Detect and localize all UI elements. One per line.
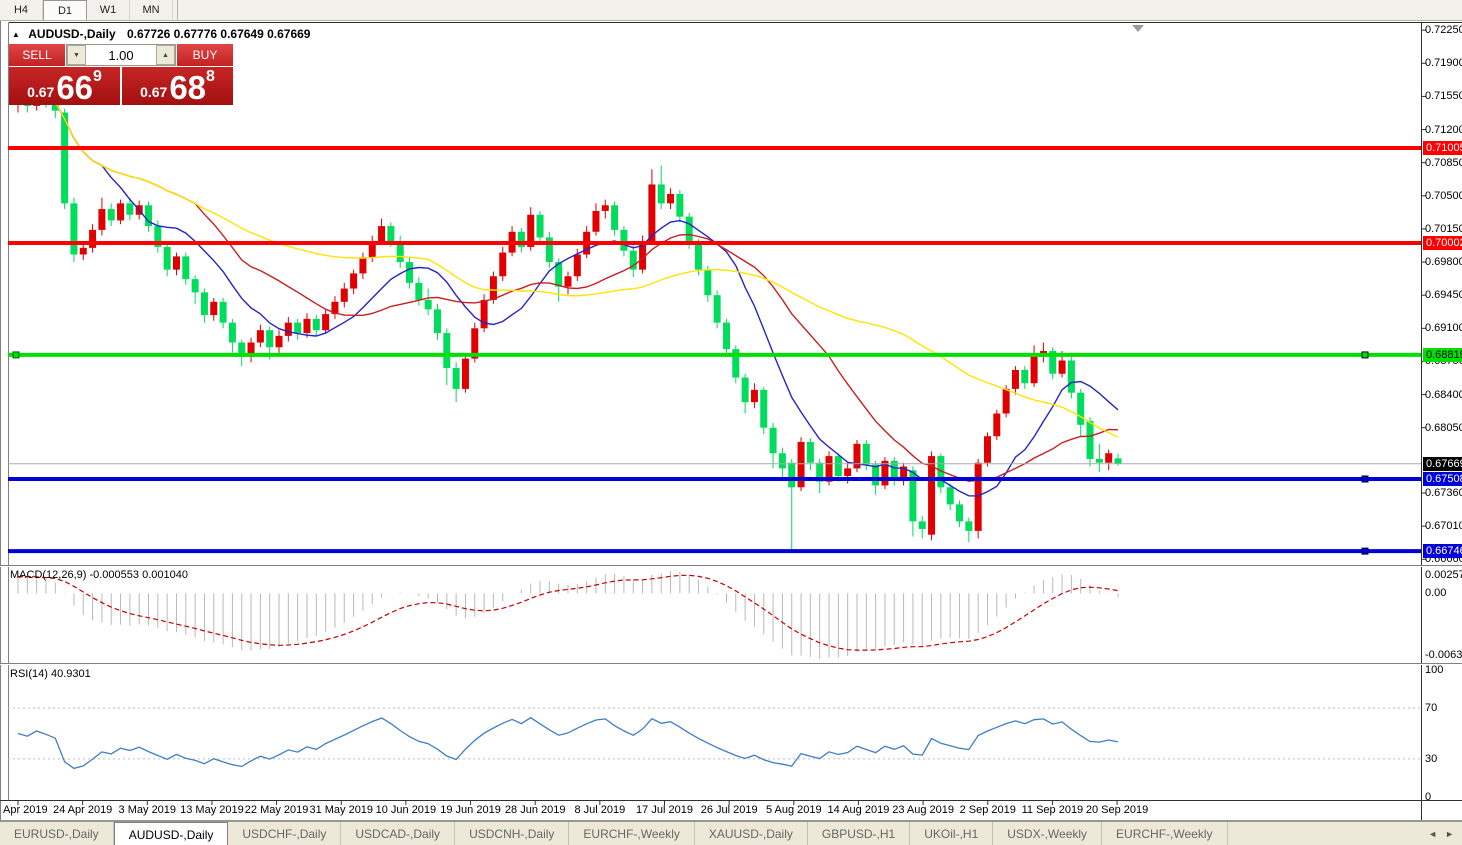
tab-eurchf-weekly[interactable]: EURCHF-,Weekly [569, 822, 695, 845]
price-label-chip-0.67508: 0.67508 [1423, 472, 1462, 486]
one-click-trading-widget: SELL ▼ ▲ BUY 0.67 66 9 0.67 68 8 [9, 44, 233, 105]
buy-price-panel[interactable]: 0.67 68 8 [122, 67, 233, 105]
x-axis-label: 20 Sep 2019 [1085, 804, 1149, 816]
chart-symbol: AUDUSD-,Daily [28, 27, 116, 41]
rsi-indicator-label: RSI(14) 40.9301 [10, 668, 91, 680]
rsi-axis-30: 30 [1425, 752, 1438, 765]
rsi-line [17, 716, 1119, 770]
price-label-chip-0.66746: 0.66746 [1423, 544, 1462, 559]
price-axis-tick: 0.67010 [1425, 520, 1462, 533]
price-axis-tick: 0.72250 [1425, 24, 1462, 37]
timeframe-toolbar: H4 D1 W1 MN [0, 0, 1462, 21]
price-axis-tick: 0.70500 [1425, 189, 1462, 202]
macd-signal-line [18, 574, 1119, 651]
price-axis-tick: 0.70850 [1425, 156, 1462, 169]
price-axis-tick: 0.69800 [1425, 256, 1462, 269]
x-axis-label: 11 Sep 2019 [1021, 804, 1084, 816]
buy-price-base: 0.67 [140, 84, 168, 100]
x-axis-label: 22 May 2019 [244, 804, 309, 816]
price-axis-tick: 0.69450 [1425, 289, 1462, 302]
x-axis-label: 8 Jul 2019 [574, 804, 626, 816]
x-axis-label: 14 Aug 2019 [827, 804, 890, 816]
tab-audusd-daily[interactable]: AUDUSD-,Daily [113, 822, 229, 845]
tab-scroll-right-icon[interactable]: ► [1445, 829, 1454, 839]
volume-increase-icon[interactable]: ▲ [156, 45, 175, 65]
volume-decrease-icon[interactable]: ▼ [67, 45, 86, 65]
chart-ohlc-values: 0.67726 0.67776 0.67649 0.67669 [126, 27, 311, 41]
price-axis-tick: 0.71900 [1425, 57, 1462, 70]
current-price-chip: 0.67669 [1423, 456, 1462, 471]
timeframe-button-w1[interactable]: W1 [87, 0, 130, 20]
tab-eurusd-daily[interactable]: EURUSD-,Daily [0, 822, 114, 845]
x-axis-label: 23 Aug 2019 [892, 804, 954, 816]
macd-axis-min: -0.006326 [1425, 649, 1462, 661]
x-axis-label: 14 Apr 2019 [0, 804, 48, 816]
macd-axis-zero: 0.00 [1425, 587, 1447, 600]
sell-price-base: 0.67 [27, 84, 55, 100]
moving-average-45 [17, 98, 1119, 438]
sell-button[interactable]: SELL [9, 44, 65, 66]
price-axis-tick: 0.71550 [1425, 90, 1462, 103]
macd-axis-max: 0.002574 [1425, 569, 1462, 581]
tab-usdcnh-daily[interactable]: USDCNH-,Daily [455, 822, 570, 845]
x-axis-label: 31 May 2019 [309, 804, 374, 816]
tab-xauusd-daily[interactable]: XAUUSD-,Daily [695, 822, 808, 845]
price-axis-tick: 0.71200 [1425, 123, 1462, 136]
x-axis-label: 2 Sep 2019 [959, 804, 1016, 816]
tab-gbpusd-h1[interactable]: GBPUSD-,H1 [808, 822, 911, 845]
timeframe-button-mn[interactable]: MN [130, 0, 173, 20]
x-axis-label: 28 Jun 2019 [504, 804, 566, 816]
tab-ukoil-h1[interactable]: UKOil-,H1 [910, 822, 994, 845]
x-axis-label: 17 Jul 2019 [636, 804, 693, 816]
price-axis-tick: 0.70150 [1425, 222, 1462, 235]
x-axis-label: 24 Apr 2019 [52, 804, 113, 816]
buy-price-sup: 8 [206, 68, 215, 85]
sell-price-sup: 9 [93, 68, 102, 85]
rsi-axis-70: 70 [1425, 702, 1438, 715]
symbol-tab-bar: EURUSD-,Daily AUDUSD-,Daily USDCHF-,Daily U… [0, 821, 1462, 845]
buy-price-big: 68 [169, 68, 207, 106]
x-axis-label: 19 Jun 2019 [440, 804, 501, 816]
x-axis-label: 3 May 2019 [118, 804, 177, 816]
buy-button[interactable]: BUY [177, 44, 233, 66]
price-label-chip-0.70002: 0.70002 [1423, 235, 1462, 250]
price-axis-tick: 0.67360 [1425, 487, 1462, 499]
tab-eurchf-weekly[interactable]: EURCHF-,Weekly [1102, 822, 1228, 845]
price-label-chip-0.68819: 0.68819 [1423, 347, 1462, 362]
toolbar-divider [177, 0, 178, 20]
price-label-chip-0.71005: 0.71005 [1423, 141, 1462, 155]
tab-nav: ◄ ► [1428, 822, 1462, 845]
rsi-axis-0: 0 [1425, 791, 1432, 803]
sell-price-panel[interactable]: 0.67 66 9 [9, 67, 120, 105]
rsi-axis-100: 100 [1425, 664, 1444, 676]
moving-average-20 [17, 98, 1119, 483]
tab-scroll-left-icon[interactable]: ◄ [1428, 829, 1438, 839]
tab-usdchf-daily[interactable]: USDCHF-,Daily [228, 822, 342, 845]
x-axis-label: 5 Aug 2019 [765, 804, 822, 816]
x-axis-label: 10 Jun 2019 [375, 804, 437, 816]
price-axis-tick: 0.69100 [1425, 322, 1462, 335]
timeframe-button-h4[interactable]: H4 [0, 0, 43, 20]
sell-price-big: 66 [56, 68, 94, 106]
tab-usdx-weekly[interactable]: USDX-,Weekly [993, 822, 1103, 845]
tab-usdcad-daily[interactable]: USDCAD-,Daily [341, 822, 456, 845]
volume-spinner: ▼ ▲ [66, 44, 176, 66]
x-axis-label: 13 May 2019 [180, 804, 244, 816]
price-axis-tick: 0.68050 [1425, 421, 1462, 434]
volume-input[interactable] [86, 45, 156, 65]
chart-shift-marker-icon [1132, 25, 1144, 32]
price-axis-tick: 0.68400 [1425, 388, 1462, 401]
chart-title: ▲ AUDUSD-,Daily 0.67726 0.67776 0.67649 … [12, 27, 310, 41]
macd-indicator-label: MACD(12,26,9) -0.000553 0.001040 [10, 569, 188, 581]
x-axis-label: 26 Jul 2019 [700, 804, 758, 816]
collapse-icon[interactable]: ▲ [12, 30, 20, 39]
timeframe-button-d1[interactable]: D1 [43, 0, 87, 20]
